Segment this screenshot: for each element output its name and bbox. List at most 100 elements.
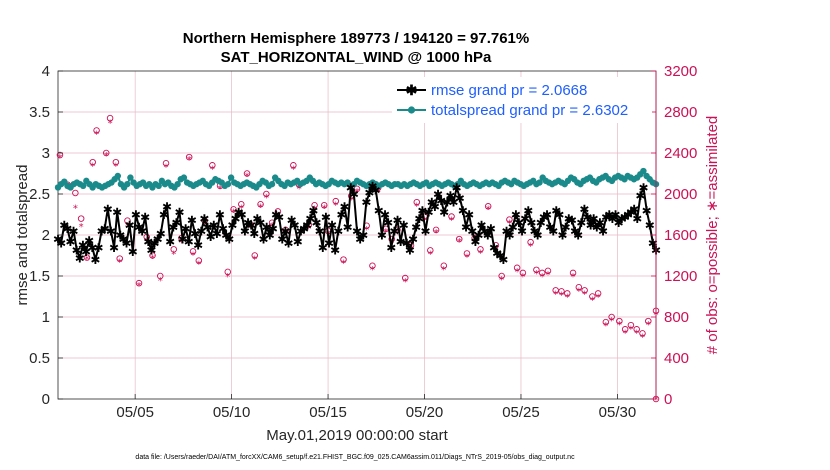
rmse-marker: ✱ [598,224,608,238]
rmse-marker: ✱ [589,212,599,226]
rmse-marker: ✱ [417,204,427,218]
rmse-marker: ✱ [595,216,605,230]
rmse-marker: ✱ [477,219,487,233]
y-right-tick-label: 800 [664,309,689,326]
rmse-marker: ✱ [483,229,493,243]
obs-assimilated-marker: * [245,172,250,183]
rmse-marker: ✱ [610,208,620,222]
rmse-marker: ✱ [112,206,122,220]
obs-possible-marker [257,200,264,208]
rmse-marker: ✱ [533,229,543,243]
obs-possible-marker [189,248,197,255]
rmse-marker: ✱ [392,214,402,228]
rmse-marker: ✱ [455,192,465,206]
rmse-marker: ✱ [190,227,200,241]
obs-assimilated-marker: * [590,296,595,307]
obs-possible-marker [116,255,123,262]
x-tick-label: 05/05 [116,404,154,421]
obs-assimilated-marker: * [596,293,601,304]
obs-assimilated-marker: * [231,207,236,218]
totalspread-marker [155,182,162,189]
rmse-marker: ✱ [240,224,250,238]
rmse-marker: ✱ [551,204,561,218]
obs-possible-marker [112,158,120,166]
obs-possible-marker [170,246,177,253]
obs-possible-marker [538,269,546,277]
rmse-marker: ✱ [72,243,82,257]
rmse-marker: ✱ [386,241,396,255]
rmse-marker: ✱ [536,216,546,230]
obs-possible-marker [251,252,259,259]
rmse-marker: ✱ [262,220,272,234]
obs-assimilated-marker: * [104,151,109,162]
obs-possible-marker [627,321,635,329]
obs-possible-marker [594,290,602,297]
obs-assimilated-marker: * [171,249,176,260]
rmse-marker: ✱ [623,208,633,222]
obs-assimilated-marker: * [297,184,302,195]
rmse-marker: ✱ [237,208,247,222]
rmse-marker: ✱ [252,212,262,226]
rmse-marker: ✱ [150,237,160,251]
y-right-tick-label: 0 [664,391,672,408]
legend-totalspread-marker [407,106,416,114]
obs-possible-marker [311,202,318,209]
obs-assimilated-marker: * [528,241,533,252]
obs-assimilated-marker: * [341,259,346,270]
rmse-marker: ✱ [324,237,334,251]
legend-box [392,77,652,123]
obs-possible-marker [162,159,170,167]
rmse-marker: ✱ [523,204,533,218]
obs-possible-marker [263,190,270,198]
rmse-marker: ✱ [75,251,85,265]
obs-assimilated-marker: * [515,267,520,278]
rmse-marker: ✱ [570,224,580,238]
rmse-marker: ✱ [442,196,452,210]
obs-possible-marker [93,127,100,134]
rmse-marker: ✱ [371,183,381,197]
rmse-marker: ✱ [106,224,116,238]
y-left-tick-label: 3 [42,145,50,162]
x-axis-label: May.01,2019 00:00:00 start [266,427,448,444]
y-left-tick-label: 1 [42,309,50,326]
obs-assimilated-marker: * [258,202,263,213]
rmse-marker: ✱ [296,224,306,238]
rmse-marker: ✱ [196,224,206,238]
rmse-marker: ✱ [380,208,390,222]
obs-assimilated-marker: * [179,238,184,249]
rmse-marker: ✱ [433,188,443,202]
obs-assimilated-marker: * [520,272,525,283]
obs-assimilated-marker: * [349,195,354,206]
obs-possible-marker [401,274,409,282]
totalspread-marker [536,179,543,186]
rmse-marker: ✱ [290,219,300,233]
obs-possible-marker [455,235,463,243]
rmse-marker: ✱ [501,224,511,238]
rmse-marker: ✱ [134,220,144,234]
obs-assimilated-marker: * [409,244,414,255]
rmse-marker: ✱ [62,222,72,236]
rmse-marker: ✱ [330,243,340,257]
rmse-marker: ✱ [355,233,365,247]
rmse-marker: ✱ [614,216,624,230]
x-tick-label: 05/15 [309,404,347,421]
obs-possible-marker [602,318,610,326]
obs-assimilated-marker: * [252,255,257,266]
rmse-marker: ✱ [209,219,219,233]
rmse-marker: ✱ [405,243,415,257]
rmse-marker: ✱ [368,179,378,193]
obs-assimilated-marker: * [507,219,512,230]
rmse-marker: ✱ [414,212,424,226]
rmse-marker: ✱ [193,238,203,252]
obs-assimilated-marker: * [355,187,360,198]
rmse-marker: ✱ [399,219,409,233]
rmse-marker: ✱ [293,235,303,249]
obs-possible-marker [581,287,588,294]
rmse-line [57,184,657,261]
obs-assimilated-marker: * [73,203,78,214]
rmse-marker: ✱ [364,186,374,200]
y-axis-left-ticks: 0 0.5 1 1.5 2 2.5 3 3.5 4 [29,63,63,408]
obs-assimilated-marker: * [158,276,163,287]
rmse-marker: ✱ [439,206,449,220]
obs-possible-marker [149,252,156,259]
